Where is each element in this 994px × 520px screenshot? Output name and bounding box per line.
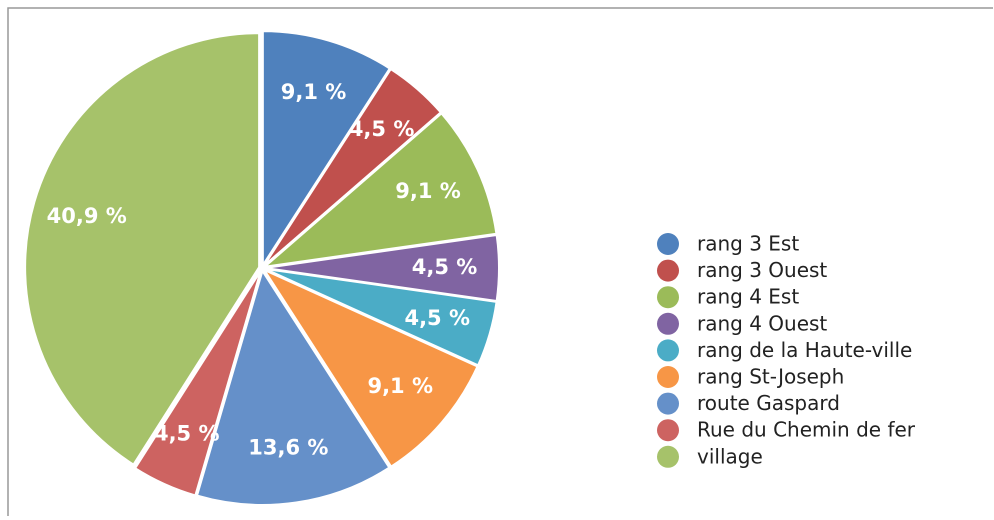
legend-marker [657,286,679,309]
legend-marker [657,233,679,255]
data-label: 9,1 % [395,179,461,203]
data-label: 40,9 % [47,204,127,228]
legend-marker [657,445,679,468]
pie-slice [195,268,391,506]
legend-label: Rue du Chemin de fer [697,418,916,442]
data-label: 4,5 % [412,255,478,279]
legend-label: rang 4 Ouest [697,311,827,335]
data-label: 4,5 % [404,306,470,330]
pie-slice [133,270,262,497]
legend-marker [657,259,679,282]
pie-slice [24,32,261,466]
data-label: 4,5 % [349,117,415,141]
pie-slice [261,112,498,269]
legend-marker [657,392,679,415]
legend-label: village [697,444,763,468]
data-label: 9,1 % [367,374,433,398]
legend-marker [657,366,679,388]
pie-slice [261,267,479,468]
data-label: 9,1 % [281,80,347,104]
pie-slice [264,267,498,367]
pie-slice [261,30,392,269]
legend-label: rang St-Joseph [697,365,844,389]
data-label: 4,5 % [154,421,220,445]
pie-slice [263,67,443,267]
legend-label: rang de la Haute-ville [697,338,912,362]
legend-label: rang 3 Est [697,232,799,256]
legend-marker [657,419,679,442]
data-label: 13,6 % [248,436,328,460]
legend-label: route Gaspard [697,391,840,415]
legend-marker [657,339,679,362]
frame [7,7,993,516]
legend-marker [657,312,679,335]
legend-label: rang 3 Ouest [697,258,827,282]
legend-label: rang 4 Est [697,285,799,309]
